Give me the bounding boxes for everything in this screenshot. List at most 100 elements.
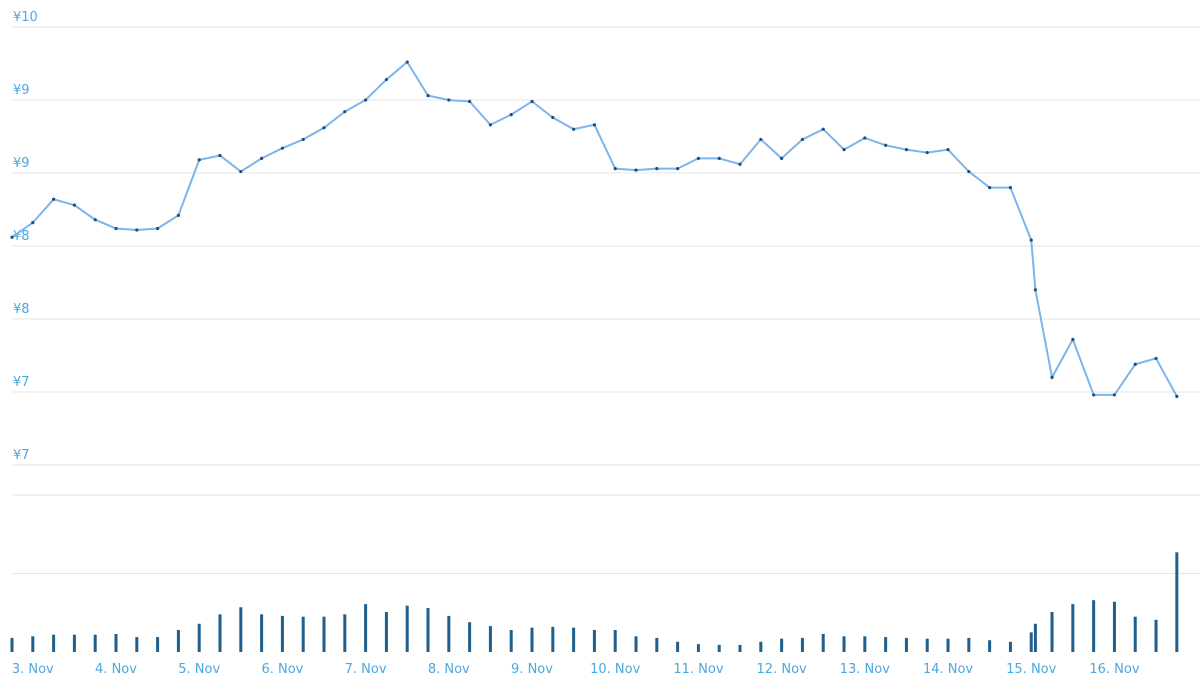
volume-bar (114, 633, 118, 652)
volume-bar (800, 637, 804, 652)
volume-bar (197, 623, 201, 652)
point (488, 123, 493, 127)
point (509, 113, 513, 117)
volume-bar (426, 608, 430, 652)
point (1033, 288, 1037, 292)
point (114, 226, 118, 231)
volume-bar (176, 630, 180, 652)
x-tick-label: 13. Nov (840, 662, 890, 677)
volume-bar (218, 614, 222, 652)
y-tick-label: ¥7 (13, 448, 30, 463)
volume-bar (842, 636, 846, 652)
volume-bar (447, 615, 451, 652)
point (31, 221, 35, 225)
volume-bar (135, 637, 139, 652)
point (863, 136, 867, 140)
volume-bar (72, 634, 76, 652)
point (925, 150, 929, 155)
volume-bar (696, 644, 700, 652)
x-tick-label: 6. Nov (261, 662, 303, 677)
y-tick-label: ¥9 (13, 156, 30, 171)
volume-bar (509, 630, 513, 652)
volume-bar (1033, 623, 1037, 652)
volume-bar (551, 626, 555, 652)
point (426, 94, 430, 98)
point (842, 148, 846, 152)
volume-bar (10, 637, 14, 652)
volume-bar (1008, 641, 1012, 652)
volume-bar (676, 641, 680, 652)
volume-bar (863, 636, 867, 652)
point (1029, 238, 1033, 242)
point (1071, 337, 1075, 342)
point (405, 60, 409, 64)
point (135, 228, 139, 232)
volume-bar (301, 616, 305, 652)
x-tick-label: 10. Nov (590, 662, 640, 677)
volume-bar (1112, 601, 1116, 652)
point (759, 137, 763, 142)
volume-bar (1154, 619, 1158, 652)
x-tick-label: 14. Nov (923, 662, 973, 677)
volume-bar (925, 638, 929, 652)
volume-bar (1092, 600, 1096, 652)
volume-bar (738, 644, 742, 652)
point (655, 167, 659, 171)
volume-bar (780, 638, 784, 652)
point (1112, 393, 1117, 397)
point (384, 77, 389, 82)
y-tick-label: ¥10 (13, 10, 38, 25)
point (780, 156, 784, 160)
point (988, 186, 992, 190)
point (634, 168, 638, 172)
point (592, 123, 597, 127)
volume-bar (156, 637, 160, 652)
point (176, 213, 181, 217)
point (468, 99, 472, 104)
x-tick-label: 16. Nov (1089, 662, 1139, 677)
volume-bar (613, 630, 617, 652)
point (52, 197, 56, 201)
point (260, 156, 264, 160)
volume-bar (592, 630, 596, 652)
point (72, 203, 77, 207)
volume-bar (384, 611, 388, 652)
x-tick-label: 7. Nov (345, 662, 387, 677)
volume-bar (343, 614, 347, 652)
point (530, 99, 534, 104)
volume-bar (280, 615, 284, 652)
point (343, 110, 347, 114)
x-tick-label: 15. Nov (1006, 662, 1056, 677)
point (800, 137, 805, 142)
point (218, 153, 222, 158)
point (1008, 186, 1013, 190)
point (301, 137, 305, 142)
point (717, 156, 721, 160)
volume-bar (1029, 632, 1033, 652)
point (613, 167, 617, 171)
y-tick-label: ¥7 (13, 375, 30, 390)
y-tick-label: ¥9 (13, 83, 30, 98)
point (239, 169, 243, 174)
point (946, 148, 950, 152)
volume-bar (655, 637, 659, 652)
point (1050, 375, 1054, 379)
point (1154, 356, 1158, 361)
point (93, 218, 97, 222)
y-tick-label: ¥8 (13, 302, 30, 317)
volume-bar (988, 640, 992, 652)
x-tick-label: 3. Nov (12, 662, 54, 677)
volume-bar (260, 614, 264, 652)
volume-bar (1175, 552, 1179, 652)
x-tick-label: 4. Nov (95, 662, 137, 677)
point (696, 156, 701, 160)
volume-bar (1071, 604, 1075, 652)
volume-bar (884, 637, 888, 652)
volume-bar (1050, 611, 1054, 652)
x-tick-label: 9. Nov (511, 662, 553, 677)
x-tick-label: 11. Nov (673, 662, 723, 677)
volume-bar (946, 638, 950, 652)
point (967, 169, 971, 174)
volume-bar (468, 622, 472, 652)
